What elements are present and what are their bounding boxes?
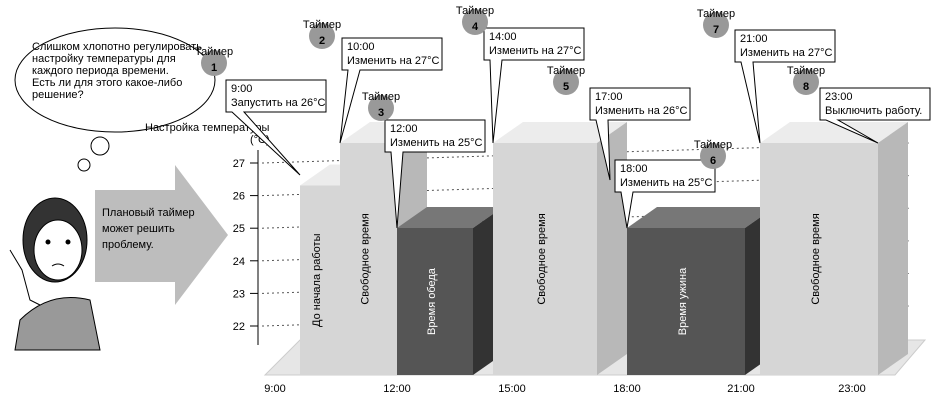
timer-badge-label: Таймер <box>362 91 400 103</box>
bar-top <box>493 122 627 143</box>
timer-badge-label: Таймер <box>456 5 494 17</box>
x-tick-label: 23:00 <box>838 383 866 395</box>
timer-number: 7 <box>713 24 719 36</box>
timer-badge-label: Таймер <box>195 46 233 58</box>
timer-badge-label: Таймер <box>787 65 825 77</box>
y-tick-label: 22 <box>233 321 245 333</box>
bar-top <box>760 122 908 143</box>
bar <box>627 228 745 375</box>
timer-action: Запустить на 26°C <box>231 97 325 109</box>
timer-badge <box>700 143 726 169</box>
timer-time: 9:00 <box>231 83 252 95</box>
callout <box>339 37 443 144</box>
timer-time: 10:00 <box>347 41 375 53</box>
segment-label: Свободное время <box>360 213 372 304</box>
timer-action: Изменить на 27°C <box>740 47 833 59</box>
timer-time: 12:00 <box>390 123 418 135</box>
thought-bubble <box>14 27 216 133</box>
arrow-text: проблему. <box>102 239 154 251</box>
segment-label: Время обеда <box>426 267 438 335</box>
callout <box>819 87 931 144</box>
timer-number: 3 <box>378 107 384 119</box>
thought-text: решение? <box>32 89 84 101</box>
x-tick-label: 12:00 <box>383 383 411 395</box>
segment-label: Свободное время <box>536 213 548 304</box>
woman-illustration <box>9 197 101 351</box>
x-tick-label: 18:00 <box>613 383 641 395</box>
timer-badge-label: Таймер <box>694 139 732 151</box>
timer-number: 1 <box>211 62 217 74</box>
callout <box>734 29 836 144</box>
timer-badge <box>462 9 488 35</box>
bubble-dot <box>90 136 110 156</box>
timer-action: Изменить на 27°C <box>489 45 582 57</box>
timer-badge <box>793 69 819 95</box>
bar <box>397 228 473 375</box>
bar <box>300 185 340 375</box>
callout <box>483 27 585 144</box>
timer-time: 21:00 <box>740 33 768 45</box>
x-tick-label: 9:00 <box>264 383 285 395</box>
arrow-text: Плановый таймер <box>102 207 195 219</box>
timer-badge-label: Таймер <box>547 65 585 77</box>
timer-badge <box>368 95 394 121</box>
timer-action: Изменить на 26°C <box>595 105 688 117</box>
timer-badge-label: Таймер <box>303 19 341 31</box>
y-tick-label: 25 <box>233 223 245 235</box>
x-tick-label: 15:00 <box>498 383 526 395</box>
timer-action: Изменить на 25°C <box>390 137 483 149</box>
timer-number: 4 <box>472 21 479 33</box>
timer-number: 5 <box>563 81 569 93</box>
bubble-dot <box>77 158 91 172</box>
bar-top <box>627 207 775 228</box>
y-tick-label: 27 <box>233 158 245 170</box>
bar-side <box>878 122 908 375</box>
timer-time: 17:00 <box>595 91 623 103</box>
timer-badge-label: Таймер <box>697 8 735 20</box>
y-tick-label: 24 <box>233 256 245 268</box>
callout <box>225 79 327 176</box>
bar-top <box>397 207 503 228</box>
bar <box>760 143 878 375</box>
timer-badge <box>309 23 335 49</box>
timer-time: 23:00 <box>825 91 853 103</box>
y-tick-label: 26 <box>233 191 245 203</box>
timer-number: 8 <box>803 81 809 93</box>
arrow <box>95 165 228 305</box>
timer-time: 18:00 <box>620 163 648 175</box>
timer-action: Изменить на 25°C <box>620 177 713 189</box>
bar <box>493 143 597 375</box>
x-tick-label: 21:00 <box>727 383 755 395</box>
callout <box>589 87 691 181</box>
timer-badge <box>553 69 579 95</box>
thought-text: настройку температуры для <box>32 53 176 65</box>
axis-title: Настройка температуры <box>145 122 270 134</box>
timer-number: 6 <box>710 155 716 167</box>
thought-text: Есть ли для этого какое-либо <box>32 77 182 89</box>
y-tick-label: 23 <box>233 288 245 300</box>
thought-text: каждого периода времени. <box>32 65 169 77</box>
timer-number: 2 <box>319 35 325 47</box>
segment-label: Свободное время <box>810 213 822 304</box>
arrow-text: может решить <box>102 223 175 235</box>
callout <box>384 119 486 229</box>
segment-label: До начала работы <box>311 233 323 327</box>
timer-action: Выключить работу. <box>825 105 922 117</box>
thought-text: Слишком хлопотно регулировать <box>32 41 202 53</box>
timer-time: 14:00 <box>489 31 517 43</box>
bar <box>340 143 397 375</box>
timer-badge <box>201 50 227 76</box>
segment-label: Время ужина <box>677 267 689 335</box>
timer-action: Изменить на 27°C <box>347 55 440 67</box>
timer-badge <box>703 12 729 38</box>
